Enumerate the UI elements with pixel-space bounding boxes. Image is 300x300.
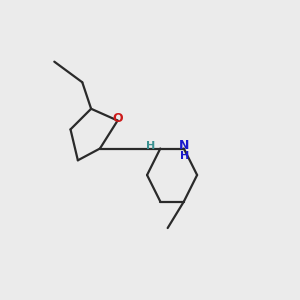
Text: N: N: [179, 139, 190, 152]
Text: H: H: [146, 141, 155, 151]
Text: O: O: [112, 112, 123, 125]
Text: H: H: [180, 151, 189, 161]
